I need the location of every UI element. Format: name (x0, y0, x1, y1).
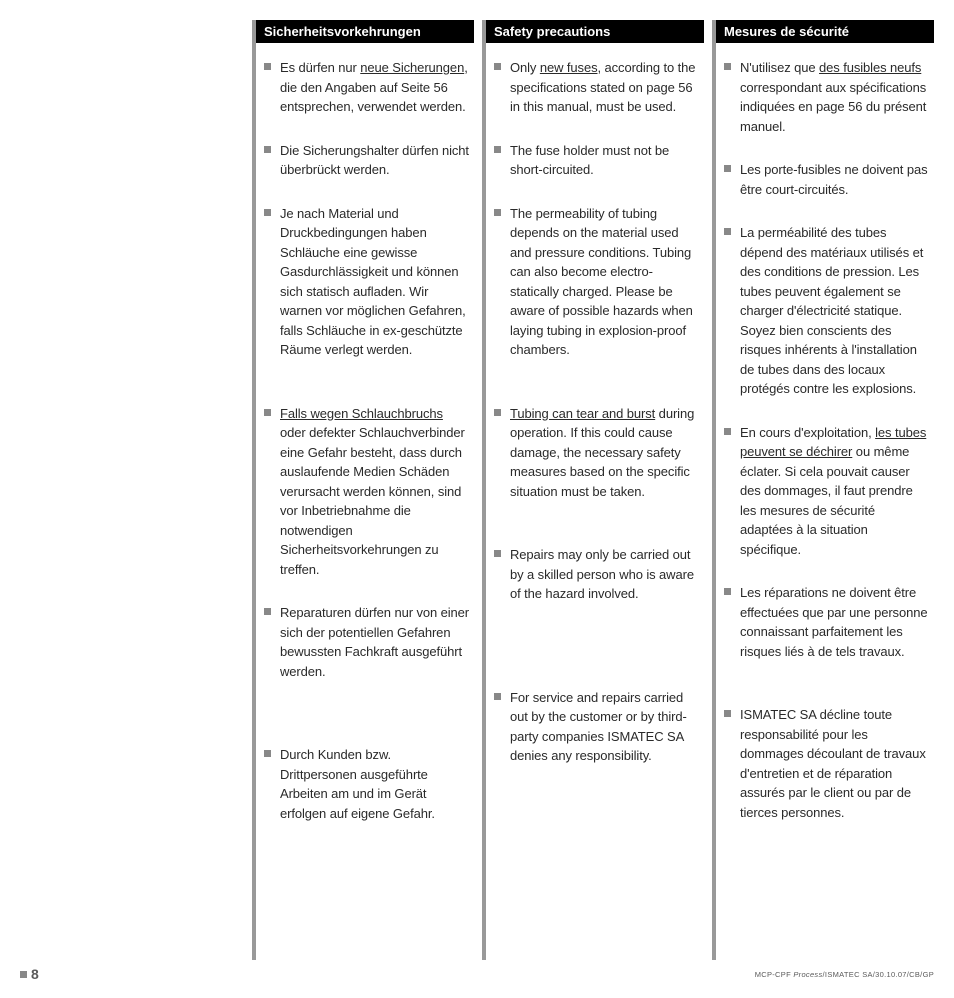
list-item-text: The fuse holder must not be short-circui… (510, 141, 700, 180)
left-margin (20, 20, 252, 960)
list-item-text: Falls wegen Schlauchbruchs oder defekter… (280, 404, 470, 580)
list-item-text: Durch Kunden bzw. Drittpersonen ausgefüh… (280, 745, 470, 823)
footer-prefix: MCP-CPF (755, 970, 794, 979)
list-item-text: The permeability of tubing depends on th… (510, 204, 700, 360)
bullet-icon (264, 146, 271, 153)
column-de: Sicherheitsvorkehrungen Es dürfen nur ne… (256, 20, 482, 960)
bullet-icon (724, 710, 731, 717)
column-en: Safety precautions Only new fuses, accor… (486, 20, 712, 960)
bullet-icon (494, 409, 501, 416)
bullet-icon (494, 550, 501, 557)
page-number: 8 (31, 966, 39, 982)
list-item-text: Reparaturen dürfen nur von einer sich de… (280, 603, 470, 681)
bullet-icon (724, 588, 731, 595)
footer-meta: MCP-CPF Process/ISMATEC SA/30.10.07/CB/G… (755, 970, 934, 979)
list-item-text: Les porte-fusibles ne doivent pas être c… (740, 160, 930, 199)
list-item-text: Tubing can tear and burst during operati… (510, 404, 700, 502)
list-item-text: Es dürfen nur neue Sicherungen, die den … (280, 58, 470, 117)
list-item-text: ISMATEC SA décline toute responsabilité … (740, 705, 930, 822)
footer-suffix: /ISMATEC SA/30.10.07/CB/GP (823, 970, 934, 979)
list-item-text: Die Sicherungshalter dürfen nicht überbr… (280, 141, 470, 180)
bullet-icon (494, 146, 501, 153)
list-item-text: Only new fuses, according to the specifi… (510, 58, 700, 117)
list-item-text: N'utilisez que des fusibles neufs corres… (740, 58, 930, 136)
column-fr: Mesures de sécurité N'utilisez que des f… (716, 20, 942, 960)
bullet-icon (724, 165, 731, 172)
bullet-icon (494, 693, 501, 700)
footer-italic: Process (793, 970, 822, 979)
list-item-text: Les réparations ne doivent être effectué… (740, 583, 930, 661)
bullet-icon (264, 750, 271, 757)
list-item-text: For service and repairs carried out by t… (510, 688, 700, 766)
page-footer: 8 MCP-CPF Process/ISMATEC SA/30.10.07/CB… (20, 966, 934, 982)
list-item-text: Je nach Material und Druckbedingungen ha… (280, 204, 470, 360)
list-item-text: En cours d'exploitation, les tubes peuve… (740, 423, 930, 560)
bullet-icon (264, 409, 271, 416)
bullet-icon (20, 971, 27, 978)
bullet-icon (724, 228, 731, 235)
page-number-wrap: 8 (20, 966, 39, 982)
column-header-en: Safety precautions (486, 20, 704, 43)
column-header-fr: Mesures de sécurité (716, 20, 934, 43)
bullet-icon (264, 608, 271, 615)
column-header-de: Sicherheitsvorkehrungen (256, 20, 474, 43)
columns-wrapper: Sicherheitsvorkehrungen Es dürfen nur ne… (252, 20, 942, 960)
bullet-icon (724, 428, 731, 435)
bullet-icon (724, 63, 731, 70)
list-item-text: La perméabilité des tubes dépend des mat… (740, 223, 930, 399)
bullet-icon (264, 209, 271, 216)
list-item-text: Repairs may only be carried out by a ski… (510, 545, 700, 604)
bullet-icon (264, 63, 271, 70)
bullet-icon (494, 209, 501, 216)
page-content: Sicherheitsvorkehrungen Es dürfen nur ne… (0, 0, 954, 960)
bullet-icon (494, 63, 501, 70)
